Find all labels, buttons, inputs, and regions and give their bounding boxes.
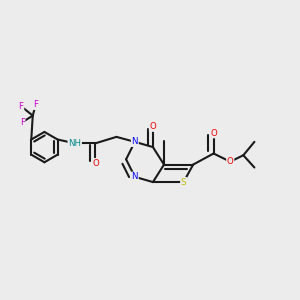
Text: N: N [132,172,138,181]
Text: O: O [210,129,217,138]
Text: F: F [20,118,25,127]
Text: N: N [132,137,138,146]
Text: O: O [149,122,156,131]
Text: O: O [92,159,99,168]
Text: O: O [227,157,234,166]
Text: F: F [33,100,38,109]
Text: S: S [181,178,186,187]
Text: F: F [19,102,24,111]
Text: NH: NH [68,139,81,148]
